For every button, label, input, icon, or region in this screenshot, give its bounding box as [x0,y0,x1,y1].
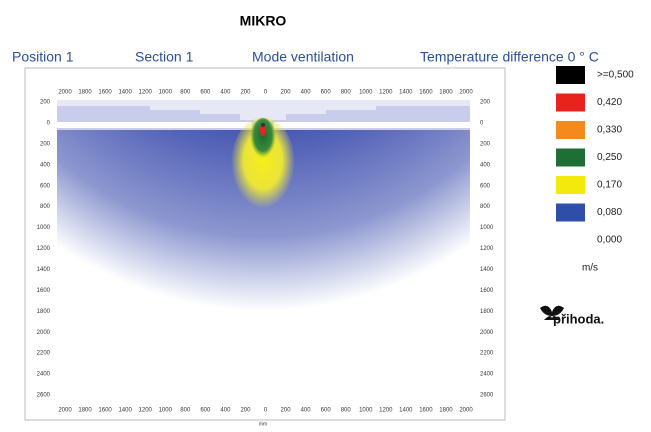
y-tick-label: 2200 [480,351,494,357]
x-tick-label: 1200 [139,90,153,96]
x-tick-label: 600 [200,90,211,96]
position: Position 1 [12,49,74,65]
legend-unit: m/s [582,263,598,274]
x-tick-label: 0 [264,90,268,96]
y-tick-label: 200 [480,100,491,106]
logo-text: přihoda. [553,311,604,326]
x-tick-label: 1400 [118,408,132,414]
legend-label: 0,250 [597,152,622,163]
y-tick-label: 1400 [480,267,494,273]
temperature: Temperature difference 0 ° C [420,49,599,65]
x-tick-label: 1400 [399,408,413,414]
x-tick-label: 1000 [159,408,173,414]
x-tick-label: 800 [180,408,191,414]
legend-swatch [556,121,585,139]
x-tick-label: 2000 [459,408,473,414]
legend-label: >=0,500 [597,70,634,81]
y-tick-label: 600 [40,183,51,189]
y-tick-label: 0 [47,121,51,127]
title: MIKRO [240,13,287,29]
x-tick-label: 1600 [419,408,433,414]
y-tick-label: 400 [480,162,491,168]
x-tick-label: 1000 [159,90,173,96]
x-tick-label: 1600 [419,90,433,96]
section: Section 1 [135,49,194,65]
x-tick-label: 1800 [439,408,453,414]
y-tick-label: 1600 [37,288,51,294]
legend-swatch [556,203,585,222]
y-tick-label: 2600 [480,393,494,399]
x-tick-label: 0 [264,408,268,414]
y-tick-label: 2000 [37,330,51,336]
legend-swatch [556,93,585,112]
y-tick-label: 200 [40,141,51,147]
x-tick-label: 1000 [359,408,373,414]
x-tick-label: 600 [321,90,332,96]
x-tick-label: 1200 [379,90,393,96]
x-tick-label: 200 [240,408,251,414]
legend-label: 0,000 [597,235,622,246]
y-tick-label: 200 [480,141,491,147]
x-unit: mm [259,421,267,427]
y-tick-label: 2400 [480,372,494,378]
y-tick-label: 1000 [480,225,494,231]
y-tick-label: 2200 [37,351,51,357]
x-tick-label: 400 [220,90,231,96]
x-tick-label: 400 [220,408,231,414]
x-tick-label: 2000 [58,90,72,96]
y-tick-label: 1800 [37,309,51,315]
y-tick-label: 200 [40,100,51,106]
y-tick-label: 0 [480,121,484,127]
x-tick-label: 1600 [98,408,112,414]
y-tick-label: 1000 [37,225,51,231]
legend-label: 0,080 [597,207,622,218]
x-tick-label: 400 [301,408,312,414]
y-tick-label: 1200 [37,246,51,252]
y-tick-label: 1800 [480,309,494,315]
x-tick-label: 800 [180,90,191,96]
x-tick-label: 1600 [98,90,112,96]
legend-swatch [556,66,585,84]
legend-label: 0,170 [597,180,622,191]
y-tick-label: 2600 [37,393,51,399]
x-tick-label: 1400 [399,90,413,96]
legend-label: 0,420 [597,97,622,108]
y-tick-label: 1600 [480,288,494,294]
legend-swatch [556,231,585,249]
x-tick-label: 1400 [118,90,132,96]
x-tick-label: 600 [200,408,211,414]
x-tick-label: 400 [301,90,312,96]
y-tick-label: 2000 [480,330,494,336]
x-tick-label: 1200 [139,408,153,414]
legend-swatch [556,176,585,194]
x-tick-label: 1800 [78,408,92,414]
x-tick-label: 2000 [459,90,473,96]
x-tick-label: 800 [341,408,352,414]
logo: přihoda. [540,305,604,326]
x-tick-label: 200 [240,90,251,96]
y-tick-label: 1400 [37,267,51,273]
legend-label: 0,330 [597,125,622,136]
y-tick-label: 800 [40,204,51,210]
y-tick-label: 2400 [37,372,51,378]
y-tick-label: 600 [480,183,491,189]
y-tick-label: 400 [40,162,51,168]
x-tick-label: 800 [341,90,352,96]
x-tick-label: 200 [281,90,292,96]
x-tick-label: 1800 [78,90,92,96]
x-tick-label: 2000 [58,408,72,414]
x-tick-label: 1800 [439,90,453,96]
mode: Mode ventilation [252,49,354,65]
y-tick-label: 800 [480,204,491,210]
y-tick-label: 1200 [480,246,494,252]
x-tick-label: 1200 [379,408,393,414]
x-tick-label: 200 [281,408,292,414]
x-tick-label: 600 [321,408,332,414]
legend-swatch [556,148,585,167]
heatmap [57,100,470,398]
x-tick-label: 1000 [359,90,373,96]
